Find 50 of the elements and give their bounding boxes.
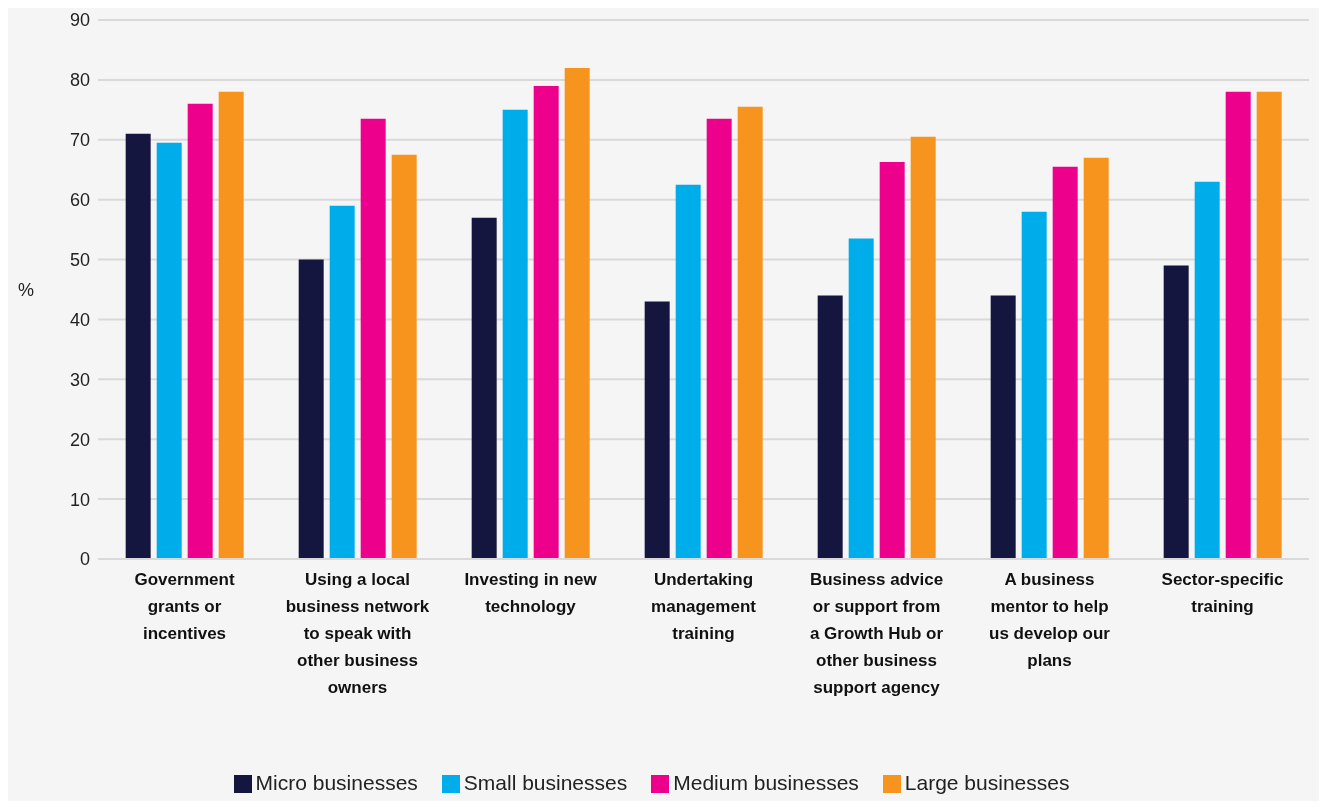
bar	[1225, 91, 1251, 559]
bar	[298, 259, 324, 559]
bar	[471, 217, 497, 559]
bar	[156, 142, 182, 559]
legend-label: Large businesses	[904, 771, 1070, 794]
legend-label: Micro businesses	[255, 771, 418, 794]
x-tick-label: Undertaking management training	[651, 570, 757, 643]
bar	[817, 295, 843, 559]
y-axis-title: %	[18, 279, 35, 300]
x-tick-label: Business advice or support from a Growth Hub or other business support agency	[809, 570, 944, 697]
bar	[737, 106, 763, 559]
bar	[564, 67, 590, 559]
bar	[879, 161, 905, 559]
bar	[218, 91, 244, 559]
y-tick-label: 20	[69, 429, 90, 450]
y-tick-label: 40	[69, 309, 90, 330]
bar	[1083, 157, 1109, 559]
bar	[125, 133, 151, 559]
y-tick-label: 0	[79, 549, 90, 570]
bar	[187, 103, 213, 559]
bar	[391, 154, 417, 559]
x-tick-label: Using a local business network to speak with other business owners	[285, 570, 430, 697]
bar	[990, 295, 1016, 559]
bar	[502, 109, 528, 559]
y-tick-label: 50	[69, 249, 90, 270]
legend-label: Medium businesses	[673, 771, 859, 794]
bar	[1021, 211, 1047, 559]
bar	[1163, 265, 1189, 559]
bar	[910, 136, 936, 559]
x-tick-label: A business mentor to help us develop our plans	[989, 570, 1111, 670]
bar	[329, 205, 355, 559]
x-tick-label: Government grants or incentives	[134, 570, 235, 643]
bar	[1194, 181, 1220, 559]
x-tick-label: Sector-specific training	[1161, 570, 1284, 616]
legend-label: Small businesses	[463, 771, 628, 794]
bar	[675, 184, 701, 559]
y-tick-label: 80	[69, 70, 90, 91]
y-tick-label: 70	[69, 130, 90, 151]
bar	[1052, 166, 1078, 559]
y-tick-label: 10	[69, 489, 90, 510]
bar	[644, 301, 670, 559]
y-tick-label: 30	[69, 369, 90, 390]
y-tick-label: 60	[69, 190, 90, 211]
bar	[848, 238, 874, 559]
bar	[360, 118, 386, 559]
y-tick-label: 90	[69, 10, 90, 31]
bar	[533, 85, 559, 559]
bar	[1256, 91, 1282, 559]
bar	[706, 118, 732, 559]
x-tick-label: Investing in new technology	[464, 570, 598, 616]
